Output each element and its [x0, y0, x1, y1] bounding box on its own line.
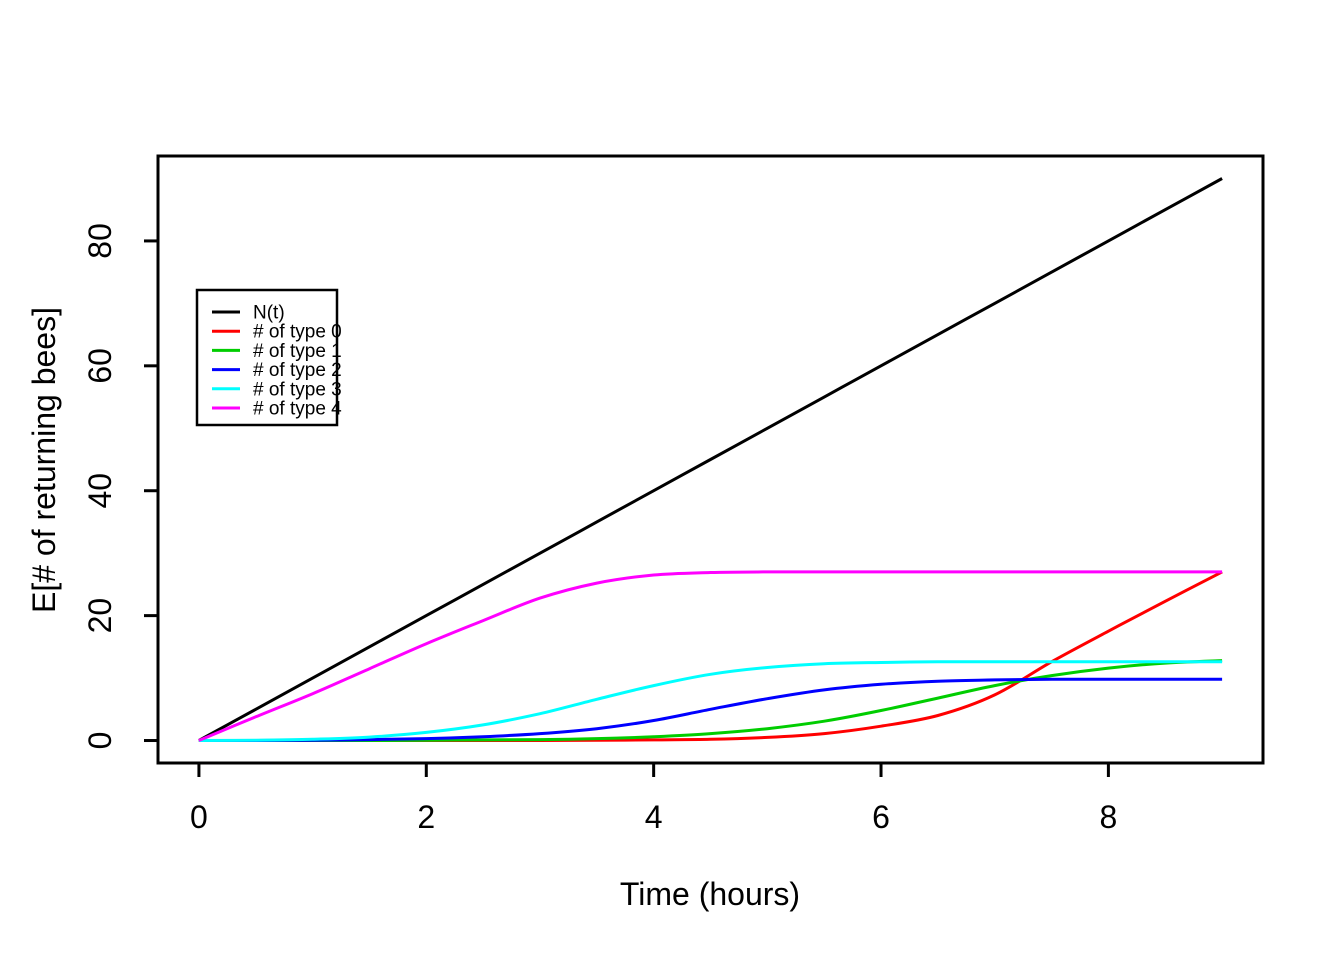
legend-item-label: N(t): [253, 303, 285, 324]
legend-item-label: # of type 2: [253, 360, 342, 381]
y-axis-title: E[# of returning bees]: [26, 307, 62, 613]
series-line-of-type-4: [198, 570, 1223, 742]
legend-item-label: # of type 0: [253, 322, 342, 343]
series-line-n-t: [198, 177, 1223, 742]
series-line-of-type-1: [198, 659, 1223, 743]
y-tick-label: 0: [82, 732, 118, 750]
x-axis-title: Time (hours): [620, 876, 800, 912]
legend-item-label: # of type 4: [253, 399, 342, 420]
legend-item-label: # of type 3: [253, 379, 342, 400]
x-tick-label: 0: [190, 799, 208, 835]
legend-box: [195, 288, 339, 427]
y-tick-label: 20: [82, 598, 118, 634]
legend-item: # of type 2: [212, 360, 342, 381]
plot-frame: [156, 154, 1265, 765]
x-tick-label: 8: [1099, 799, 1117, 835]
series-line-of-type-2: [198, 677, 1223, 743]
legend: N(t)# of type 0# of type 1# of type 2# o…: [195, 288, 342, 427]
series-lines: [198, 177, 1223, 743]
legend-item: # of type 1: [212, 341, 342, 362]
plot-border: [156, 154, 1265, 765]
x-axis: 0 2 4 6 8: [190, 763, 1117, 835]
legend-item-label: # of type 1: [253, 341, 342, 362]
x-tick-label: 2: [417, 799, 435, 835]
legend-item: # of type 3: [212, 379, 342, 400]
y-tick-label: 80: [82, 223, 118, 259]
series-line-of-type-3: [198, 660, 1223, 742]
legend-item: # of type 4: [212, 399, 342, 420]
legend-item: N(t): [212, 303, 285, 324]
x-tick-label: 4: [645, 799, 663, 835]
y-tick-label: 40: [82, 473, 118, 509]
y-tick-label: 60: [82, 348, 118, 384]
y-axis: 0 20 40 60 80: [82, 223, 158, 749]
x-tick-label: 6: [872, 799, 890, 835]
legend-item: # of type 0: [212, 322, 342, 343]
